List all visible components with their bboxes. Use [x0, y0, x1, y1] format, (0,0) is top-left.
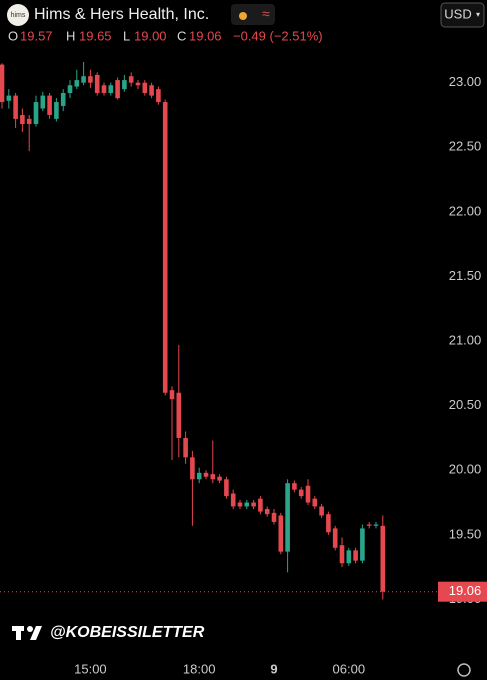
candle-body [373, 524, 379, 526]
status-icons: ≈ [231, 4, 275, 25]
y-tick-label: 22.00 [449, 203, 482, 218]
chart-title: Hims & Hers Health, Inc. [34, 6, 209, 23]
candle-body [278, 515, 284, 552]
last-price-tag [438, 581, 487, 602]
y-tick-label: 21.50 [449, 268, 482, 283]
y-tick-label: 21.00 [449, 333, 482, 348]
candle-body [237, 502, 243, 507]
candle-body [196, 472, 202, 480]
candle-body [224, 479, 229, 497]
candle-body [326, 514, 331, 533]
x-tick-label: 18:00 [183, 661, 216, 676]
candle-body [332, 528, 338, 548]
candle-body [258, 498, 263, 512]
candle-body [353, 550, 358, 561]
dropdown-arrow[interactable]: ▾ [476, 10, 480, 19]
candle-body [203, 472, 209, 477]
candle-body [285, 483, 290, 552]
candle-body [60, 93, 66, 106]
x-tick-label: 06:00 [333, 661, 366, 676]
y-tick-label: 20.50 [449, 397, 482, 412]
ohlc-change: −0.49 (−2.51%) [233, 28, 323, 43]
candle-body [20, 114, 25, 125]
ohlc-letter: O [8, 28, 18, 43]
candle-body [13, 95, 18, 119]
logo-text: hims [11, 12, 26, 19]
candle-body [88, 76, 93, 83]
candle-body [292, 483, 297, 490]
candle-body [298, 489, 304, 497]
candle-body [0, 64, 5, 103]
candle-body [244, 502, 250, 507]
last-price-label: 19.06 [449, 583, 482, 598]
candle-body [346, 550, 352, 564]
candle-body [40, 95, 46, 109]
ohlc-value: 19.00 [134, 28, 167, 43]
ohlc-letter: H [66, 28, 75, 43]
candle-body [190, 457, 195, 480]
candle-body [101, 85, 107, 94]
watermark: @KOBEISSILETTER [50, 624, 205, 641]
candle-body [271, 512, 277, 522]
candle-body [264, 509, 270, 515]
candle-body [162, 102, 168, 393]
candle-body [339, 545, 345, 564]
candle-body [230, 493, 236, 507]
candle-body [366, 524, 372, 526]
candle-body [67, 85, 73, 94]
candle-body [115, 80, 120, 99]
candle-body [122, 80, 127, 90]
logo [7, 4, 29, 26]
y-tick-label: 20.00 [449, 462, 482, 477]
candle-body [135, 82, 141, 86]
candle-body [108, 85, 114, 94]
svg-text:≈: ≈ [262, 6, 270, 22]
candle-body [74, 80, 80, 87]
x-tick-label: 15:00 [74, 661, 107, 676]
candle-body [176, 392, 182, 438]
candle-body [156, 89, 161, 103]
ohlc-value: 19.65 [79, 28, 112, 43]
x-tick-label: 9 [270, 661, 277, 676]
y-tick-label: 19.50 [449, 526, 482, 541]
candle-body [142, 82, 148, 94]
settings-icon[interactable] [457, 663, 471, 677]
candle-body [319, 506, 324, 516]
y-tick-label: 23.00 [449, 74, 482, 89]
candle-body [94, 74, 100, 94]
candle-body [312, 498, 318, 507]
ohlc-value: 19.57 [20, 28, 53, 43]
candle-body [217, 476, 222, 481]
candle-body [6, 95, 12, 101]
ohlc-value: 19.06 [189, 28, 222, 43]
tv-logo [12, 626, 42, 640]
candle-body [251, 502, 256, 507]
candle-body [54, 102, 59, 119]
plot: 19.0019.5020.0020.5021.0021.5022.0022.50… [0, 62, 487, 676]
candle-body [47, 95, 52, 115]
candle-body [26, 118, 32, 125]
currency[interactable]: USD [444, 6, 471, 21]
candle-body [305, 485, 311, 503]
candle-body [183, 437, 188, 458]
candle-body [128, 76, 134, 83]
candle-body [210, 474, 216, 480]
ohlc-row: O 19.57 H 19.65 L 19.00 C 19.06 −0.49 (−… [8, 28, 323, 43]
ohlc-letter: C [177, 28, 186, 43]
currency-button[interactable] [440, 2, 485, 28]
candle-body [360, 528, 365, 561]
y-tick-label: 22.50 [449, 139, 482, 154]
candle-body [380, 525, 386, 592]
candle-body [169, 390, 175, 400]
candle-body [33, 102, 39, 125]
ohlc-letter: L [123, 28, 130, 43]
candle-body [81, 76, 86, 83]
candle-body [149, 85, 154, 96]
